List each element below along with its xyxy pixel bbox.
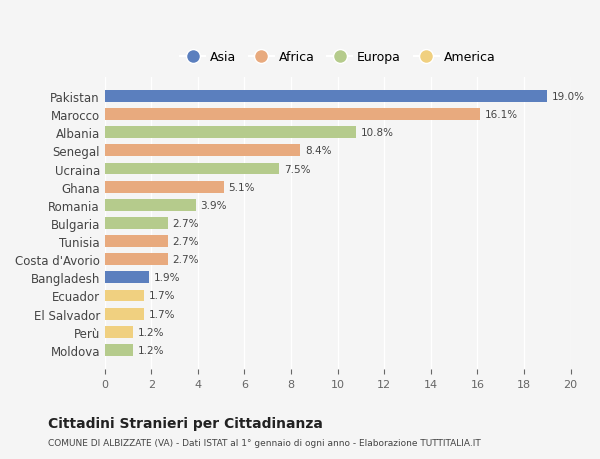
- Bar: [105, 109, 480, 121]
- Bar: [105, 218, 167, 230]
- Bar: [105, 254, 167, 265]
- Text: 2.7%: 2.7%: [172, 236, 199, 246]
- Bar: [105, 272, 149, 284]
- Text: 1.7%: 1.7%: [149, 309, 175, 319]
- Text: 10.8%: 10.8%: [361, 128, 394, 138]
- Text: 19.0%: 19.0%: [552, 92, 585, 102]
- Text: 1.2%: 1.2%: [137, 345, 164, 355]
- Bar: [105, 145, 301, 157]
- Text: 8.4%: 8.4%: [305, 146, 332, 156]
- Text: 7.5%: 7.5%: [284, 164, 311, 174]
- Text: 1.7%: 1.7%: [149, 291, 175, 301]
- Text: 1.9%: 1.9%: [154, 273, 180, 283]
- Bar: [105, 235, 167, 247]
- Text: Cittadini Stranieri per Cittadinanza: Cittadini Stranieri per Cittadinanza: [48, 416, 323, 430]
- Text: COMUNE DI ALBIZZATE (VA) - Dati ISTAT al 1° gennaio di ogni anno - Elaborazione : COMUNE DI ALBIZZATE (VA) - Dati ISTAT al…: [48, 438, 481, 447]
- Text: 16.1%: 16.1%: [484, 110, 518, 120]
- Bar: [105, 344, 133, 356]
- Text: 2.7%: 2.7%: [172, 218, 199, 229]
- Text: 5.1%: 5.1%: [228, 182, 254, 192]
- Bar: [105, 181, 224, 193]
- Bar: [105, 308, 145, 320]
- Text: 1.2%: 1.2%: [137, 327, 164, 337]
- Text: 3.9%: 3.9%: [200, 201, 227, 210]
- Bar: [105, 163, 280, 175]
- Bar: [105, 91, 547, 103]
- Bar: [105, 200, 196, 211]
- Legend: Asia, Africa, Europa, America: Asia, Africa, Europa, America: [175, 46, 500, 69]
- Bar: [105, 290, 145, 302]
- Bar: [105, 127, 356, 139]
- Bar: [105, 326, 133, 338]
- Text: 2.7%: 2.7%: [172, 255, 199, 265]
